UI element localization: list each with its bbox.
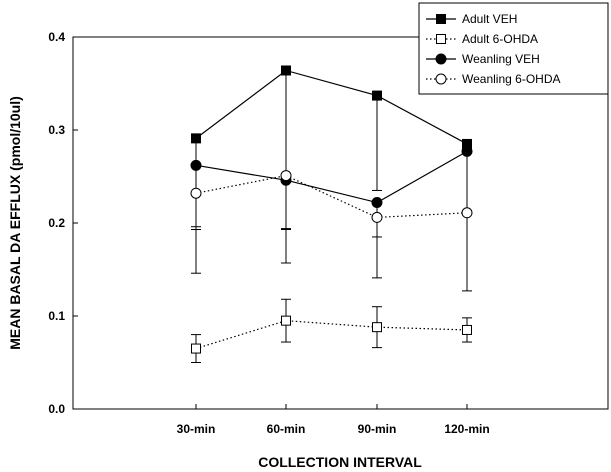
y-tick-label: 0.0 (48, 402, 65, 416)
error-bars-group (191, 151, 472, 238)
y-axis-label: MEAN BASAL DA EFFLUX (pmol/10ul) (7, 96, 23, 350)
y-tick-label: 0.1 (48, 309, 65, 323)
data-point (281, 65, 291, 76)
legend-marker (436, 34, 446, 44)
y-tick-label: 0.3 (48, 123, 65, 137)
error-bars-group (191, 175, 472, 292)
series-line (195, 320, 468, 350)
series-group (190, 145, 473, 209)
series-line (195, 174, 468, 219)
data-point (462, 324, 472, 335)
data-point (461, 145, 473, 157)
legend-marker (435, 73, 447, 85)
data-point (190, 187, 202, 199)
legend-label: Weanling VEH (462, 52, 540, 66)
y-tick-label: 0.2 (48, 216, 65, 230)
data-point (372, 90, 382, 101)
series-line (195, 150, 468, 204)
y-tick-label: 0.4 (48, 30, 65, 44)
x-tick-label: 30-min (177, 422, 216, 436)
x-tick-label: 60-min (267, 422, 306, 436)
legend-label: Weanling 6-OHDA (462, 72, 560, 86)
legend: Adult VEH Adult 6-OHDA Weanling VEH Weanlin… (418, 2, 609, 95)
data-point (190, 159, 202, 171)
series-group (191, 65, 472, 149)
data-point (371, 197, 383, 209)
legend-label: Adult VEH (462, 12, 517, 26)
x-axis: 30-min 60-min 90-min 120-min (177, 404, 490, 436)
data-point (191, 133, 201, 144)
error-bars-group (191, 298, 472, 363)
data-point (371, 211, 383, 223)
legend-marker (435, 53, 447, 65)
x-axis-label: COLLECTION INTERVAL (258, 454, 422, 470)
legend-label: Adult 6-OHDA (462, 32, 538, 46)
data-point (372, 322, 382, 333)
series-layer (190, 65, 473, 363)
data-point (461, 207, 473, 219)
data-point (191, 343, 201, 354)
data-point (280, 170, 292, 182)
legend-marker (436, 14, 446, 24)
data-point (281, 315, 291, 326)
x-tick-label: 90-min (358, 422, 397, 436)
x-tick-label: 120-min (444, 422, 489, 436)
series-line (195, 69, 468, 145)
series-group (191, 315, 472, 354)
series-group (190, 170, 473, 223)
y-axis: 0.0 0.1 0.2 0.3 0.4 (48, 30, 78, 416)
